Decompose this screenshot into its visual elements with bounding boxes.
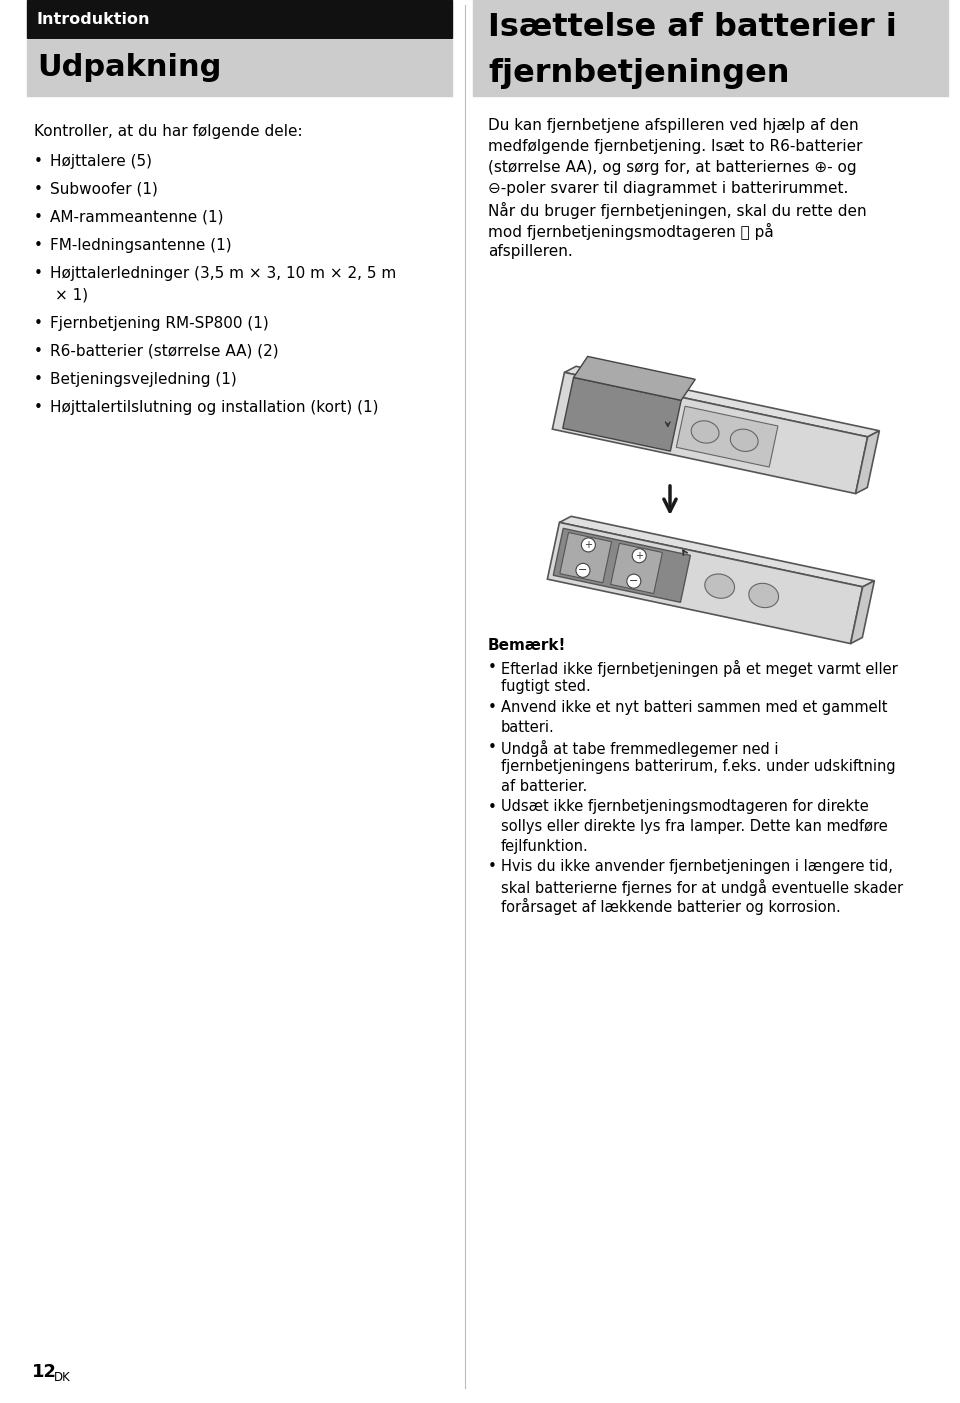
Polygon shape [676,407,778,467]
Text: Højttalere (5): Højttalere (5) [50,154,152,168]
Polygon shape [560,533,612,582]
Text: mod fjernbetjeningsmodtageren Ⓡ på: mod fjernbetjeningsmodtageren Ⓡ på [488,223,774,240]
Text: •: • [34,154,43,168]
Text: fejlfunktion.: fejlfunktion. [501,839,588,853]
Text: Isættelse af batterier i: Isættelse af batterier i [488,13,897,43]
Ellipse shape [731,429,758,452]
Text: −: − [578,565,588,575]
Text: Efterlad ikke fjernbetjeningen på et meget varmt eller: Efterlad ikke fjernbetjeningen på et meg… [501,659,898,678]
Text: Udpakning: Udpakning [37,53,222,83]
Text: •: • [488,859,497,874]
Text: −: − [629,577,638,586]
Text: •: • [34,210,43,224]
Circle shape [576,564,590,578]
Text: •: • [34,344,43,359]
Text: •: • [488,739,497,755]
Text: af batterier.: af batterier. [501,779,588,794]
Circle shape [633,549,646,563]
Text: FM-ledningsantenne (1): FM-ledningsantenne (1) [50,239,231,253]
Text: Anvend ikke et nyt batteri sammen med et gammelt: Anvend ikke et nyt batteri sammen med et… [501,700,887,716]
Text: DK: DK [54,1371,71,1383]
Text: Højttalertilslutning og installation (kort) (1): Højttalertilslutning og installation (ko… [50,400,378,415]
Text: •: • [34,316,43,331]
Text: +: + [585,540,592,550]
Text: •: • [34,372,43,387]
Polygon shape [855,431,879,494]
FancyArrowPatch shape [665,422,670,427]
Text: Når du bruger fjernbetjeningen, skal du rette den: Når du bruger fjernbetjeningen, skal du … [488,202,867,219]
Polygon shape [560,516,875,586]
Text: Fjernbetjening RM-SP800 (1): Fjernbetjening RM-SP800 (1) [50,316,269,331]
Text: Du kan fjernbetjene afspilleren ved hjælp af den: Du kan fjernbetjene afspilleren ved hjæl… [488,118,858,133]
Text: •: • [488,800,497,815]
Text: Subwoofer (1): Subwoofer (1) [50,182,157,196]
Text: •: • [34,400,43,415]
Text: forårsaget af lækkende batterier og korrosion.: forårsaget af lækkende batterier og korr… [501,898,841,915]
Polygon shape [611,543,662,593]
Bar [27,0,452,38]
Text: Betjeningsvejledning (1): Betjeningsvejledning (1) [50,372,237,387]
Ellipse shape [749,584,779,607]
Text: Udsæt ikke fjernbetjeningsmodtageren for direkte: Udsæt ikke fjernbetjeningsmodtageren for… [501,800,869,815]
Text: Kontroller, at du har følgende dele:: Kontroller, at du har følgende dele: [34,123,302,139]
Text: •: • [34,239,43,253]
Text: Hvis du ikke anvender fjernbetjeningen i længere tid,: Hvis du ikke anvender fjernbetjeningen i… [501,859,893,874]
Text: skal batterierne fjernes for at undgå eventuelle skader: skal batterierne fjernes for at undgå ev… [501,878,903,895]
Text: Højttalerledninger (3,5 m × 3, 10 m × 2, 5 m: Højttalerledninger (3,5 m × 3, 10 m × 2,… [50,267,396,281]
Text: (størrelse AA), og sørg for, at batteriernes ⊕- og: (størrelse AA), og sørg for, at batterie… [488,160,856,175]
Text: Undgå at tabe fremmedlegemer ned i: Undgå at tabe fremmedlegemer ned i [501,739,779,758]
Text: •: • [488,700,497,716]
Text: 12: 12 [32,1362,57,1381]
Ellipse shape [705,574,734,598]
Polygon shape [851,581,875,644]
Text: sollys eller direkte lys fra lamper. Dette kan medføre: sollys eller direkte lys fra lamper. Det… [501,819,888,833]
Text: Introduktion: Introduktion [37,11,151,27]
Bar [473,0,948,95]
Text: R6-batterier (størrelse AA) (2): R6-batterier (størrelse AA) (2) [50,344,278,359]
Circle shape [582,537,595,551]
Text: Bemærk!: Bemærk! [488,638,566,652]
Bar [27,41,452,95]
Ellipse shape [691,421,719,443]
Text: AM-rammeantenne (1): AM-rammeantenne (1) [50,210,224,224]
Polygon shape [553,529,690,602]
Polygon shape [547,522,863,644]
Text: medfølgende fjernbetjening. Isæt to R6-batterier: medfølgende fjernbetjening. Isæt to R6-b… [488,139,862,154]
Polygon shape [564,366,879,436]
Circle shape [627,574,641,588]
Text: batteri.: batteri. [501,720,555,735]
Polygon shape [552,372,868,494]
Text: fjernbetjeningens batterirum, f.eks. under udskiftning: fjernbetjeningens batterirum, f.eks. und… [501,759,896,774]
Text: •: • [34,182,43,196]
Text: +: + [636,551,643,561]
Text: •: • [34,267,43,281]
Text: fugtigt sted.: fugtigt sted. [501,679,590,694]
Polygon shape [563,377,682,452]
Text: × 1): × 1) [55,288,88,303]
Text: ⊖-poler svarer til diagrammet i batterirummet.: ⊖-poler svarer til diagrammet i batterir… [488,181,849,196]
Text: •: • [488,659,497,675]
Text: afspilleren.: afspilleren. [488,244,573,260]
Text: fjernbetjeningen: fjernbetjeningen [488,58,789,88]
Polygon shape [573,356,695,400]
